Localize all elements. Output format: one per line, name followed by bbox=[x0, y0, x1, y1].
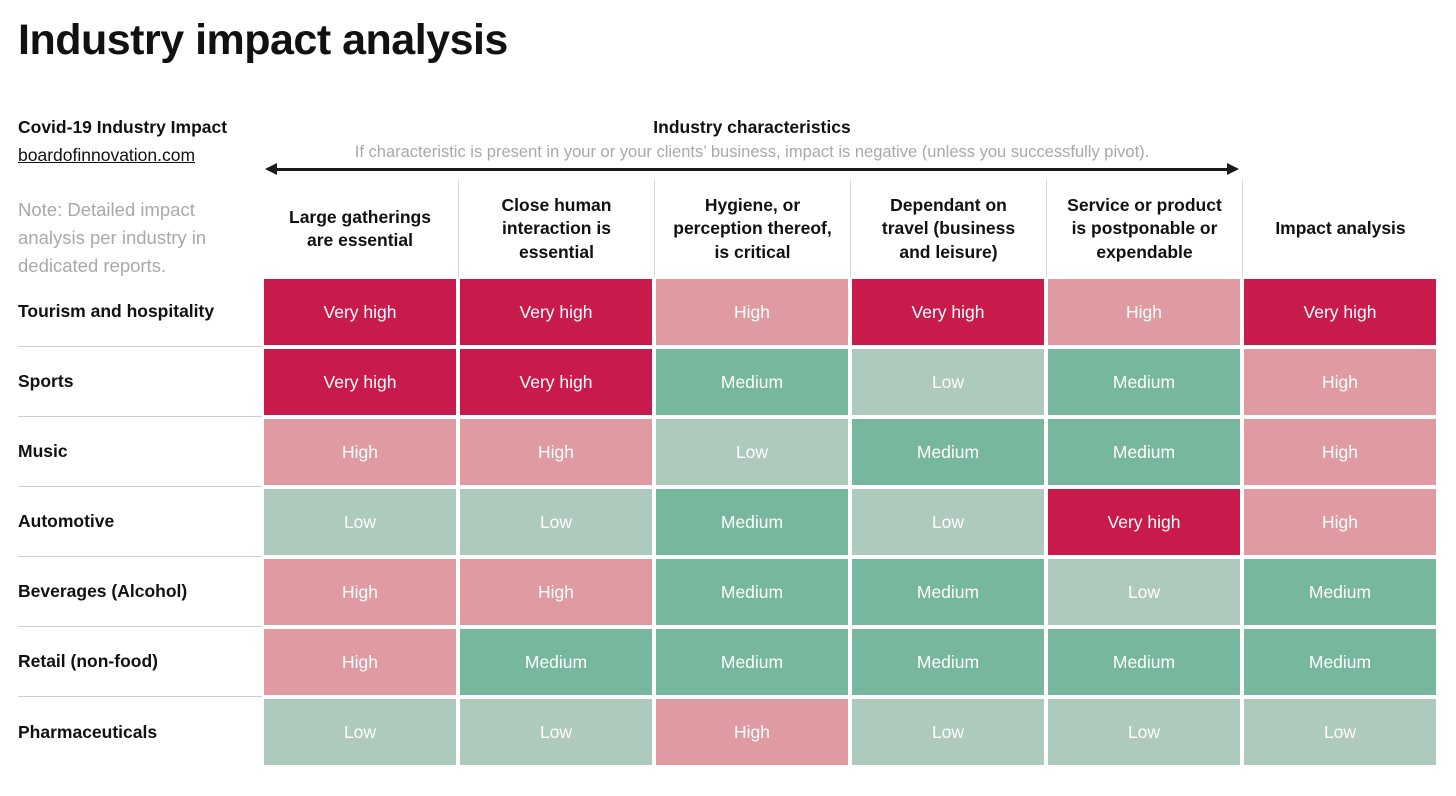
impact-cell: Very high bbox=[1046, 487, 1242, 558]
characteristics-subtitle: If characteristic is present in your or … bbox=[354, 143, 1150, 162]
column-header: Service or product is postponable or exp… bbox=[1046, 180, 1242, 278]
impact-cell: Very high bbox=[458, 347, 654, 418]
impact-cell: Low bbox=[1242, 697, 1438, 768]
characteristics-header: Industry characteristics If characterist… bbox=[262, 110, 1242, 180]
row-label: Tourism and hospitality bbox=[18, 277, 262, 348]
column-header: Impact analysis bbox=[1242, 180, 1438, 278]
impact-cell: High bbox=[1242, 417, 1438, 488]
impact-cell: High bbox=[654, 697, 850, 768]
column-header: Close human interaction is essential bbox=[458, 180, 654, 278]
double-headed-arrow bbox=[265, 163, 1239, 176]
impact-cell: High bbox=[1046, 277, 1242, 348]
row-label: Music bbox=[18, 417, 262, 488]
impact-cell: High bbox=[458, 557, 654, 628]
impact-cell: Medium bbox=[654, 557, 850, 628]
row-label: Retail (non-food) bbox=[18, 627, 262, 698]
impact-cell: Very high bbox=[850, 277, 1046, 348]
impact-cell: Very high bbox=[458, 277, 654, 348]
impact-cell: Low bbox=[262, 487, 458, 558]
impact-cell: High bbox=[654, 277, 850, 348]
impact-cell: High bbox=[1242, 347, 1438, 418]
impact-cell: Low bbox=[850, 347, 1046, 418]
arrow-left-head-icon bbox=[265, 163, 277, 176]
impact-cell: High bbox=[458, 417, 654, 488]
impact-cell: High bbox=[1242, 487, 1438, 558]
arrow-right-head-icon bbox=[1227, 163, 1239, 176]
column-header: Large gatherings are essential bbox=[289, 206, 431, 250]
impact-cell: Low bbox=[850, 487, 1046, 558]
row-label: Pharmaceuticals bbox=[18, 721, 158, 742]
column-header: Dependant on travel (business and leisur… bbox=[850, 180, 1046, 278]
impact-cell: Medium bbox=[1046, 417, 1242, 488]
impact-cell: Medium bbox=[654, 487, 850, 558]
arrow-line bbox=[272, 168, 1232, 171]
impact-cell: Medium bbox=[654, 347, 850, 418]
page-title: Industry impact analysis bbox=[18, 16, 508, 64]
impact-cell: Medium bbox=[1242, 557, 1438, 628]
impact-cell: Medium bbox=[458, 627, 654, 698]
row-label: Sports bbox=[18, 347, 262, 418]
column-header: Hygiene, or perception thereof, is criti… bbox=[654, 180, 850, 278]
impact-cell: High bbox=[262, 417, 458, 488]
impact-table: Covid-19 Industry Impact boardofinnovati… bbox=[18, 110, 1438, 768]
row-label: Automotive bbox=[18, 487, 262, 558]
impact-cell: Low bbox=[262, 697, 458, 768]
impact-cell: Medium bbox=[850, 557, 1046, 628]
characteristics-title: Industry characteristics bbox=[653, 117, 851, 138]
note-text: Note: Detailed impact analysis per indus… bbox=[18, 199, 207, 276]
impact-cell: Low bbox=[1046, 557, 1242, 628]
impact-cell: Very high bbox=[1242, 277, 1438, 348]
impact-cell: Medium bbox=[654, 627, 850, 698]
impact-cell: High bbox=[262, 627, 458, 698]
source-title: Covid-19 Industry Impact bbox=[18, 117, 228, 138]
source-block: Covid-19 Industry Impact boardofinnovati… bbox=[18, 110, 262, 277]
impact-cell: Very high bbox=[262, 347, 458, 418]
source-link[interactable]: boardofinnovation.com bbox=[18, 145, 196, 166]
impact-cell: High bbox=[262, 557, 458, 628]
impact-cell: Low bbox=[654, 417, 850, 488]
impact-cell: Low bbox=[458, 487, 654, 558]
impact-cell: Low bbox=[458, 697, 654, 768]
impact-cell: Medium bbox=[1046, 347, 1242, 418]
impact-cell: Low bbox=[850, 697, 1046, 768]
impact-cell: Medium bbox=[850, 627, 1046, 698]
impact-cell: Very high bbox=[262, 277, 458, 348]
impact-cell: Medium bbox=[1046, 627, 1242, 698]
impact-cell: Medium bbox=[850, 417, 1046, 488]
impact-cell: Medium bbox=[1242, 627, 1438, 698]
impact-cell: Low bbox=[1046, 697, 1242, 768]
row-label: Beverages (Alcohol) bbox=[18, 557, 262, 628]
